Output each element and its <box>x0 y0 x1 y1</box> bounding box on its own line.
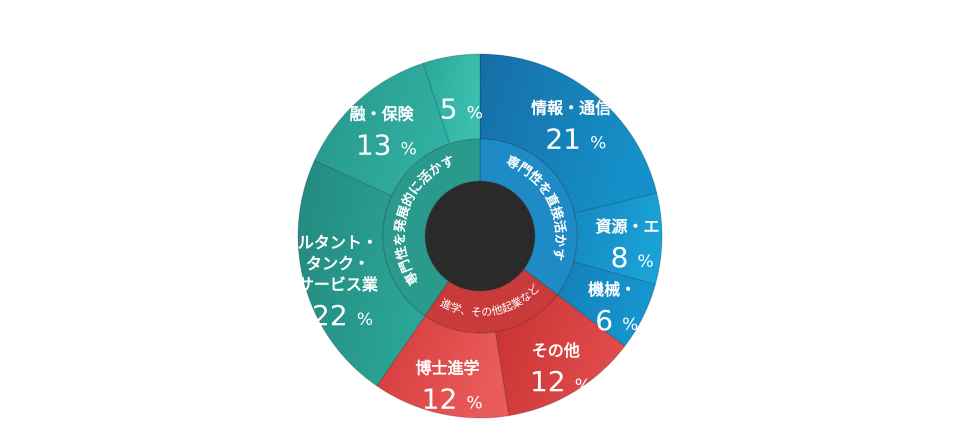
slice-unit: % <box>637 252 653 272</box>
slice-category: ルタント・ <box>298 233 378 252</box>
slice-label-4: 博士進学 12% <box>415 358 482 415</box>
center-hole <box>425 181 535 291</box>
slice-value: 13 <box>356 129 392 162</box>
slice-unit: % <box>590 134 606 154</box>
slice-label-5: ルタント・タンク・サービス業 22% <box>298 233 379 332</box>
slice-category: 融・保険 <box>350 105 415 124</box>
slice-label-3: その他 12% <box>530 341 591 398</box>
slice-unit: % <box>357 310 373 330</box>
slice-value: 22 <box>312 299 348 332</box>
slice-category: サービス業 <box>298 275 379 294</box>
slice-unit: % <box>622 315 638 335</box>
slice-unit: % <box>467 393 483 413</box>
slice-unit: % <box>467 103 483 123</box>
slice-value: 6 <box>595 304 613 337</box>
slice-category: 博士進学 <box>415 358 479 377</box>
slice-label-2: 機械・ 6% <box>588 280 638 337</box>
slice-unit: % <box>401 140 417 160</box>
slice-label-0: 情報・通信 21% <box>531 99 611 156</box>
slice-category: 情報・通信 <box>531 99 611 118</box>
slice-unit: % <box>575 376 591 396</box>
slice-category: タンク・ <box>306 254 370 273</box>
slice-label-1: 資源・エ 8% <box>595 217 659 274</box>
slice-category: 機械・ <box>588 280 636 299</box>
slice-label-6: 融・保険 13% <box>350 105 417 162</box>
slice-category: その他 <box>532 341 580 360</box>
slice-value: 12 <box>530 365 566 398</box>
outer-ring <box>297 53 663 419</box>
slice-value: 5 <box>440 92 458 125</box>
slice-value: 12 <box>422 382 458 415</box>
slice-label-7: 5% <box>440 92 483 125</box>
slice-value: 8 <box>611 241 629 274</box>
slice-category: 資源・エ <box>595 217 659 236</box>
slice-value: 21 <box>545 123 581 156</box>
